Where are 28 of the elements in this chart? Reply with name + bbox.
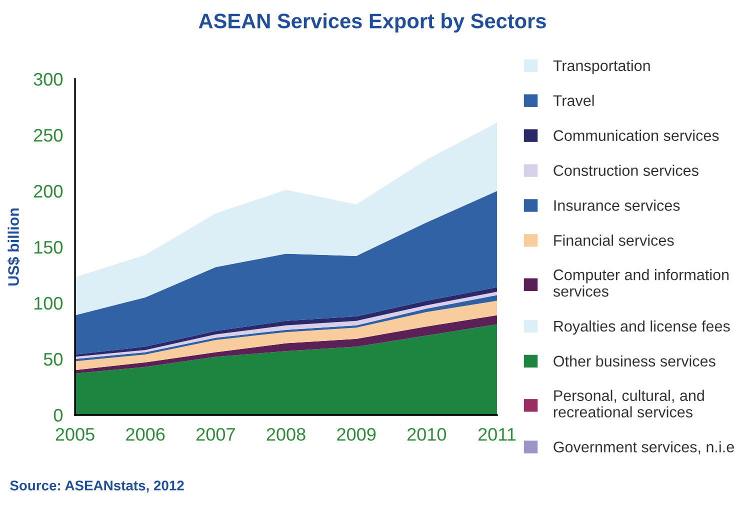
- legend-label: Other business services: [554, 355, 716, 367]
- x-tick-label: 2005: [56, 428, 94, 441]
- x-tick-label: 2009: [337, 428, 376, 441]
- legend-label: Insurance services: [554, 200, 680, 211]
- y-tick-label: 100: [34, 296, 63, 310]
- y-tick-label: 50: [44, 352, 63, 366]
- y-tick-label: 250: [34, 128, 63, 142]
- legend-label: Computer and information services: [553, 269, 729, 297]
- legend-label: Government services, n.i.e: [554, 441, 734, 454]
- x-tick-label: 2008: [266, 428, 306, 441]
- legend-label: Construction services: [554, 164, 698, 176]
- y-tick-label: 300: [34, 72, 63, 86]
- legend-label: Transportation: [553, 60, 650, 74]
- legend-label: Royalties and license fees: [554, 320, 730, 335]
- x-tick-label: 2011: [478, 428, 516, 441]
- x-tick-label: 2006: [126, 428, 165, 441]
- source-note: Source: ASEANstats, 2012: [10, 480, 184, 492]
- legend-label: Personal, cultural, and recreational services: [554, 390, 704, 418]
- legend-label: Financial services: [554, 234, 674, 246]
- x-tick-label: 2010: [407, 428, 446, 441]
- legend-label: Communication services: [554, 130, 719, 142]
- chart-title: ASEAN Services Export by Sectors: [198, 13, 546, 33]
- legend-label: Travel: [553, 94, 594, 106]
- y-tick-label: 0: [54, 408, 63, 422]
- y-tick-label: 200: [34, 184, 63, 198]
- y-axis-title: US$ billion: [7, 208, 20, 286]
- y-tick-label: 150: [34, 240, 63, 254]
- x-tick-label: 2007: [196, 428, 235, 441]
